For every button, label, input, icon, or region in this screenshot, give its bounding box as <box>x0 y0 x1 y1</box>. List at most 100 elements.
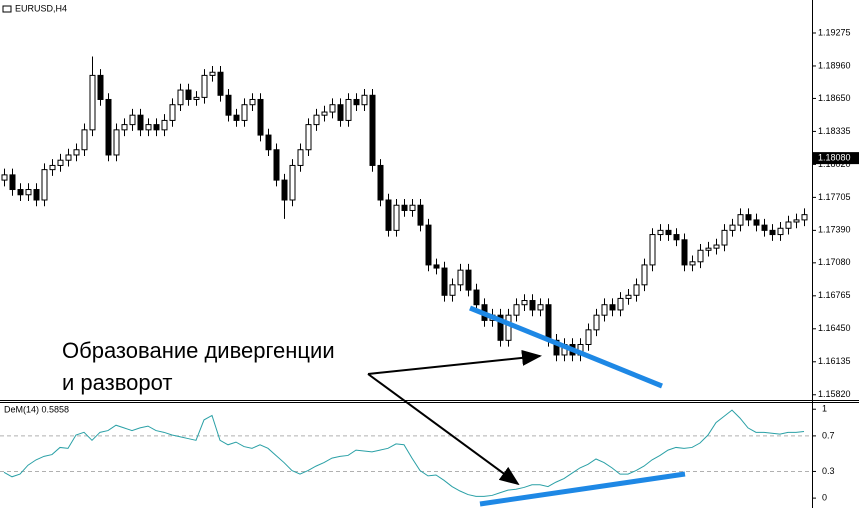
candle-body <box>161 119 168 131</box>
candle-body <box>769 229 776 236</box>
y-tick-label: 0.3 <box>822 466 835 476</box>
y-tick-label: 1.19275 <box>818 27 851 37</box>
candle-body <box>177 89 184 106</box>
candle-body <box>617 297 624 311</box>
candle-body <box>609 304 616 311</box>
candle-body <box>545 304 552 341</box>
y-tick-label: 1.17080 <box>818 257 851 267</box>
candle-body <box>449 284 456 296</box>
candle-body <box>17 189 24 196</box>
y-tick-label: 1.17705 <box>818 192 851 202</box>
candle-body <box>385 199 392 231</box>
candle-body <box>641 264 648 286</box>
indicator-line <box>3 409 805 497</box>
annotation: Образование дивергенции <box>62 338 335 363</box>
candle-body <box>73 149 80 156</box>
candle-body <box>345 98 352 121</box>
candle-body <box>625 294 632 299</box>
candle-body <box>441 267 448 296</box>
candle-body <box>417 204 424 226</box>
candle-body <box>425 224 432 266</box>
candle-body <box>553 339 560 356</box>
y-tick-label: 1.18335 <box>818 126 851 136</box>
candle-body <box>169 104 176 121</box>
candle-body <box>57 159 64 166</box>
candle-body <box>521 300 528 306</box>
y-tick-label: 1.17390 <box>818 225 851 235</box>
candle-body <box>457 269 464 286</box>
candle-body <box>33 189 40 201</box>
candle-body <box>257 98 264 136</box>
candle-body <box>745 214 752 221</box>
candle-body <box>473 289 480 306</box>
chart-title: EURUSD,H4 <box>15 3 67 13</box>
candle-body <box>353 98 360 106</box>
candle-body <box>249 98 256 106</box>
candle-body <box>265 134 272 151</box>
candle-body <box>721 229 728 246</box>
indicator-title: DeM(14) 0.5858 <box>4 404 69 414</box>
candle-body <box>113 129 120 156</box>
annotation: и разворот <box>62 370 172 395</box>
candle-body <box>401 204 408 211</box>
candle-body <box>513 304 520 316</box>
candle-body <box>185 89 192 100</box>
candle-body <box>801 214 808 221</box>
candle-body <box>241 104 248 121</box>
symbol-icon <box>2 5 12 13</box>
candle-body <box>761 224 768 231</box>
candle-body <box>657 229 664 236</box>
candle-body <box>153 124 160 131</box>
candle-body <box>537 304 544 311</box>
arrow <box>367 349 542 375</box>
candle-body <box>209 71 216 76</box>
candle-body <box>409 204 416 211</box>
candle-body <box>729 224 736 231</box>
y-tick-label: 1.18650 <box>818 93 851 103</box>
candle-body <box>193 96 200 100</box>
candle-body <box>689 261 696 266</box>
candle-body <box>793 219 800 223</box>
current-price-label: 1.18080 <box>818 152 851 162</box>
candle-body <box>785 221 792 229</box>
candle-body <box>713 244 720 249</box>
candle-body <box>681 239 688 266</box>
candle-body <box>361 94 368 106</box>
candle-body <box>281 179 288 201</box>
candle-body <box>377 164 384 201</box>
current-price-box <box>813 152 859 165</box>
trend-line <box>469 305 663 389</box>
candle-body <box>433 264 440 269</box>
candle-body <box>81 129 88 151</box>
candle-body <box>393 204 400 231</box>
candle-body <box>305 124 312 151</box>
candle-body <box>337 104 344 121</box>
candle-body <box>217 71 224 96</box>
candle-body <box>593 314 600 331</box>
arrow <box>367 373 520 486</box>
candle-body <box>233 114 240 121</box>
y-tick-label: 1.16135 <box>818 356 851 366</box>
candle-body <box>665 229 672 236</box>
candle-body <box>25 189 32 196</box>
candle-body <box>1 174 8 181</box>
candle-body <box>201 74 208 98</box>
candle-body <box>505 314 512 341</box>
candle-body <box>633 284 640 296</box>
candle-body <box>321 111 328 116</box>
candle-body <box>297 149 304 166</box>
y-tick-label: 1.16450 <box>818 323 851 333</box>
y-tick-label: 0.7 <box>822 430 835 440</box>
y-tick-label: 1.18960 <box>818 60 851 70</box>
y-tick-label: 1.16765 <box>818 290 851 300</box>
candle-body <box>137 114 144 131</box>
candle-body <box>737 214 744 226</box>
y-tick-label: 1.15820 <box>818 389 851 399</box>
candle-body <box>41 169 48 201</box>
candle-body <box>369 94 376 166</box>
candle-body <box>777 227 784 236</box>
candle-body <box>601 304 608 316</box>
candle-body <box>673 234 680 241</box>
